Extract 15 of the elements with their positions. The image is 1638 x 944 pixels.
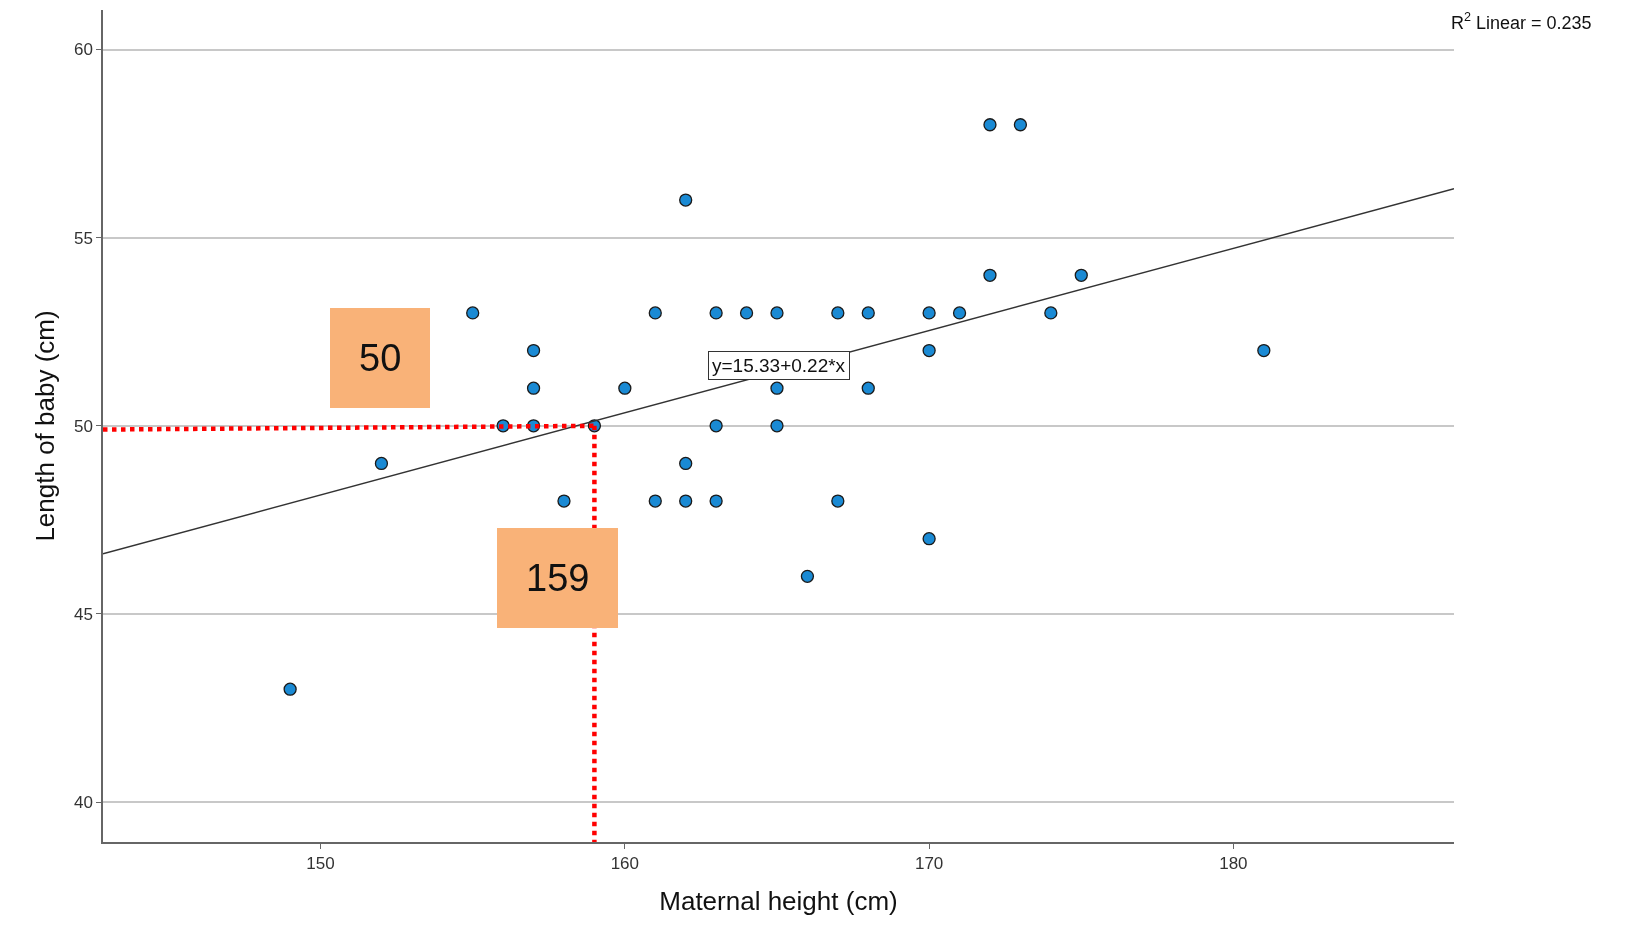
y-tick-label: 60: [73, 40, 93, 60]
y-axis-title: Length of baby (cm): [29, 310, 60, 542]
y-tick-label: 55: [73, 228, 93, 248]
y-tick-label: 40: [73, 793, 93, 813]
x-tick-label: 160: [610, 854, 640, 874]
x-tick-label: 150: [306, 854, 335, 874]
x-tick-label: 180: [1219, 854, 1248, 874]
x-tick-label: 170: [914, 854, 944, 874]
y-tick-label: 50: [73, 416, 93, 436]
x-axis-title: Maternal height (cm): [659, 886, 898, 917]
annotation: 50: [359, 337, 402, 379]
annotation: R$^{2}$ Linear = 0.235: [1451, 10, 1592, 33]
annotation: y=15.33+0.22*x: [712, 355, 846, 376]
y-tick-label: 45: [73, 604, 93, 624]
annotation: 159: [526, 557, 590, 599]
